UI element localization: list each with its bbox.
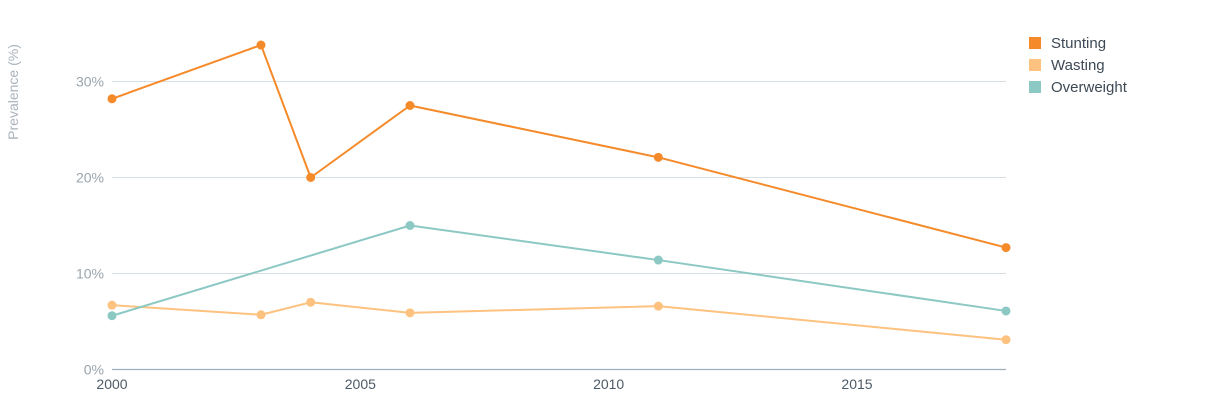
- legend-label-wasting[interactable]: Wasting: [1051, 57, 1105, 74]
- stunting-point[interactable]: [306, 173, 316, 182]
- y-tick-label: 0%: [84, 362, 104, 378]
- x-tick-label: 2015: [841, 376, 872, 392]
- legend: Stunting Wasting Overweight: [1029, 35, 1128, 96]
- y-tick-label: 10%: [76, 266, 104, 282]
- stunting-point[interactable]: [653, 152, 663, 162]
- legend-label-stunting[interactable]: Stunting: [1051, 35, 1106, 52]
- stunting-point[interactable]: [256, 40, 266, 50]
- y-axis-label: Prevalence (%): [5, 44, 21, 140]
- stunting-point[interactable]: [107, 94, 117, 104]
- wasting-line: [111, 301, 1007, 341]
- wasting-point[interactable]: [405, 308, 415, 318]
- grid-lines: [112, 81, 1006, 274]
- x-tick-label: 2010: [593, 376, 624, 392]
- stunting-line: [111, 44, 1007, 249]
- overweight-point[interactable]: [1001, 306, 1011, 316]
- stunting-point[interactable]: [1001, 243, 1011, 253]
- y-tick-label: 20%: [76, 170, 104, 186]
- wasting-point[interactable]: [256, 310, 266, 320]
- overweight-line: [111, 224, 1007, 317]
- legend-label-overweight[interactable]: Overweight: [1051, 79, 1128, 96]
- legend-swatch-wasting: [1029, 59, 1041, 71]
- wasting-point[interactable]: [306, 297, 316, 307]
- wasting-point[interactable]: [653, 301, 663, 311]
- wasting-point[interactable]: [107, 300, 117, 310]
- x-tick-label: 2000: [96, 376, 127, 392]
- legend-swatch-overweight: [1029, 81, 1041, 93]
- overweight-point[interactable]: [653, 255, 663, 265]
- y-tick-label: 30%: [76, 74, 104, 90]
- y-axis-ticks: 0% 10% 20% 30%: [76, 74, 104, 378]
- legend-swatch-stunting: [1029, 37, 1041, 49]
- x-tick-label: 2005: [345, 376, 376, 392]
- series-group: [107, 40, 1011, 345]
- overweight-point[interactable]: [107, 311, 117, 321]
- stunting-point[interactable]: [405, 101, 415, 110]
- wasting-point[interactable]: [1001, 335, 1011, 345]
- x-axis-ticks: 2000 2005 2010 2015: [96, 376, 872, 392]
- overweight-point[interactable]: [405, 221, 415, 230]
